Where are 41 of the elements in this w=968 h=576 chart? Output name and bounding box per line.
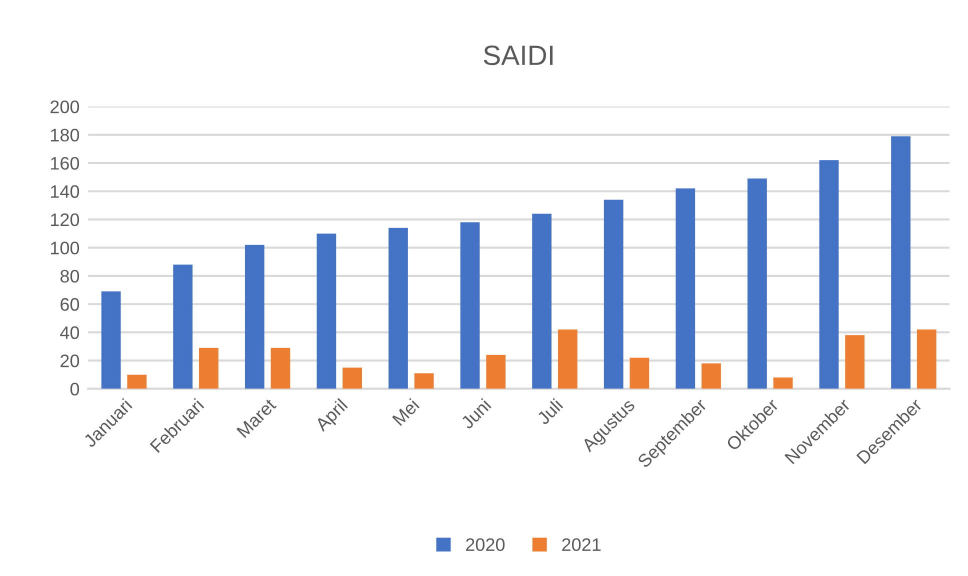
bar xyxy=(173,264,193,389)
y-tick-label: 20 xyxy=(60,354,80,368)
bar xyxy=(702,363,721,389)
bar xyxy=(630,358,650,389)
legend-label: 2020 xyxy=(466,538,505,552)
bar xyxy=(916,330,936,389)
x-tick-label: Juli xyxy=(536,398,564,426)
y-tick-label: 60 xyxy=(60,298,80,311)
x-tick-label: Juni xyxy=(460,398,492,430)
bar xyxy=(748,178,767,389)
y-tick-label: 40 xyxy=(60,326,80,340)
bar xyxy=(558,330,578,389)
bar xyxy=(532,214,552,389)
y-tick-label: 160 xyxy=(51,156,80,170)
y-tick-label: 100 xyxy=(51,242,80,254)
bar xyxy=(316,234,336,389)
bar xyxy=(414,373,434,389)
bar xyxy=(342,368,362,389)
bar xyxy=(604,200,624,389)
bar xyxy=(460,222,480,389)
bar xyxy=(676,188,696,389)
legend-label: 2021 xyxy=(562,538,601,552)
bar xyxy=(773,378,793,389)
bar xyxy=(127,374,147,389)
bar xyxy=(270,348,290,389)
bar xyxy=(891,136,910,389)
y-tick-label: 80 xyxy=(60,270,80,283)
x-tick-label: Mei xyxy=(392,398,420,426)
y-tick-label: 180 xyxy=(51,128,80,142)
bar xyxy=(388,228,408,389)
bar xyxy=(845,335,865,389)
y-tick-label: 120 xyxy=(51,213,80,226)
y-tick-label: 140 xyxy=(51,185,80,198)
chart-title: SAIDI xyxy=(484,45,553,66)
y-tick-label: 200 xyxy=(50,100,80,114)
bar xyxy=(244,244,264,389)
y-tick-label: 0 xyxy=(70,382,80,396)
bar xyxy=(199,348,218,389)
bar xyxy=(101,291,121,389)
bar xyxy=(819,160,839,389)
bar xyxy=(486,354,506,389)
